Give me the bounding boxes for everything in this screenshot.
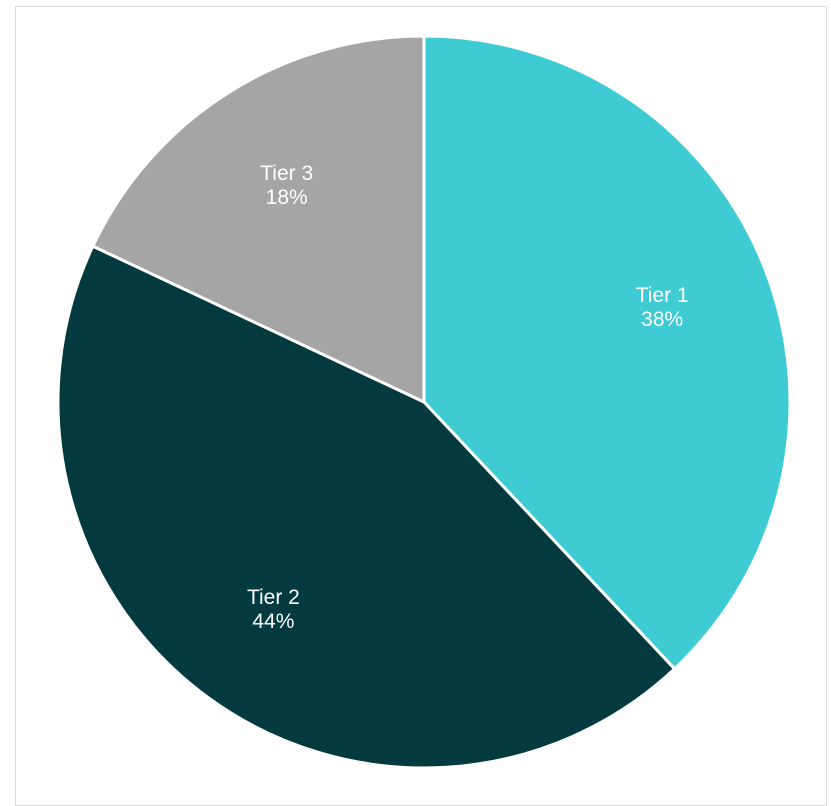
pie-slices bbox=[56, 34, 792, 770]
pie-slice-tier-2 bbox=[56, 244, 677, 770]
slice-label-tier-1: Tier 1 bbox=[636, 284, 689, 307]
pie-labels: Tier 138% Tier 244% Tier 318% bbox=[247, 162, 689, 633]
pie-slice-tier-1 bbox=[422, 34, 792, 671]
pie-slice-tier-3 bbox=[91, 34, 426, 404]
slice-label-tier-3: Tier 3 bbox=[260, 162, 313, 185]
slice-label-tier-2: Tier 2 bbox=[247, 586, 300, 609]
slice-percent-tier-3: 18% bbox=[266, 186, 308, 209]
slice-percent-tier-2: 44% bbox=[252, 610, 294, 633]
slice-percent-tier-1: 38% bbox=[641, 308, 683, 331]
